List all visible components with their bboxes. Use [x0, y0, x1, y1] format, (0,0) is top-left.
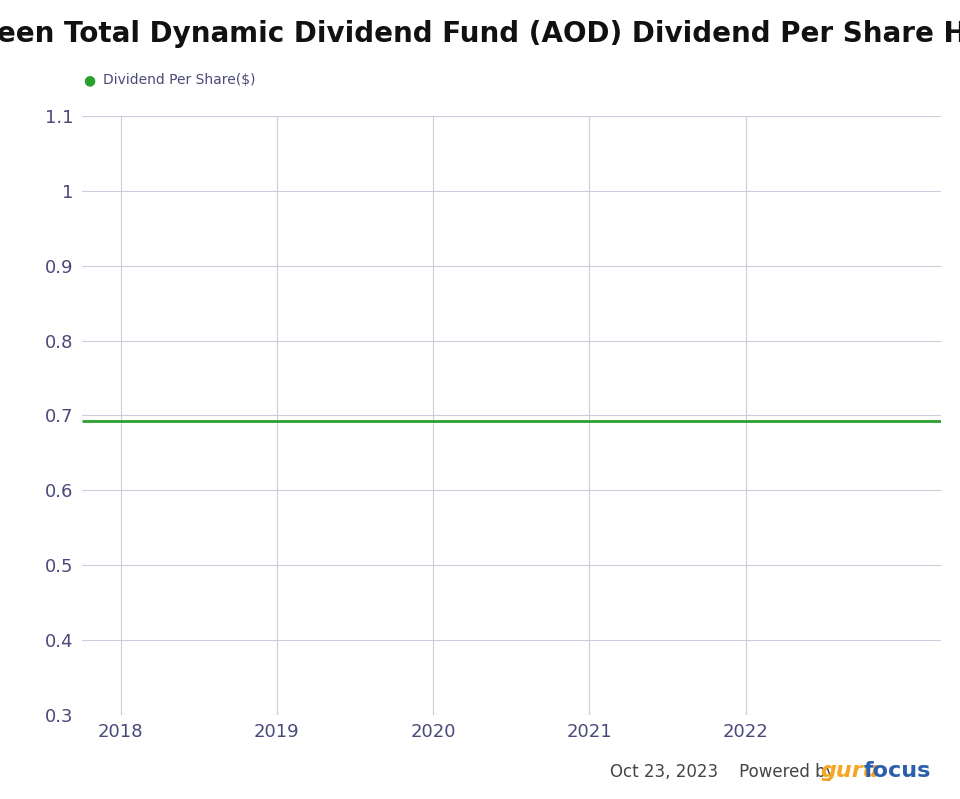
Text: Aberdeen Total Dynamic Dividend Fund (AOD) Dividend Per Share History: Aberdeen Total Dynamic Dividend Fund (AO…: [0, 20, 960, 48]
Text: focus: focus: [864, 761, 931, 781]
Text: guru: guru: [821, 761, 879, 781]
Text: ●: ●: [84, 73, 96, 87]
Text: Oct 23, 2023    Powered by: Oct 23, 2023 Powered by: [610, 763, 840, 781]
Text: Dividend Per Share($): Dividend Per Share($): [103, 73, 255, 87]
